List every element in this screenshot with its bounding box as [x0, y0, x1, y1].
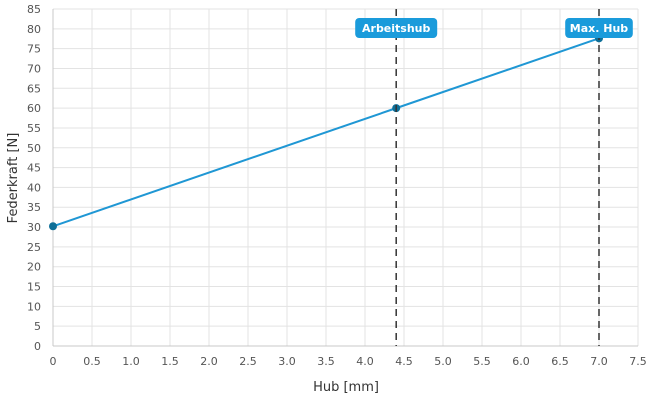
x-tick-label: 4.0 — [356, 355, 374, 368]
x-tick-label: 7.0 — [590, 355, 608, 368]
x-tick-label: 3.0 — [278, 355, 296, 368]
y-tick-label: 55 — [27, 122, 41, 135]
data-point — [49, 222, 57, 231]
y-tick-label: 40 — [27, 181, 41, 194]
x-tick-label: 7.5 — [629, 355, 647, 368]
x-tick-label: 4.5 — [395, 355, 413, 368]
x-axis-title: Hub [mm] — [313, 380, 379, 395]
marker-label: Max. Hub — [570, 22, 629, 35]
x-tick-label: 0.5 — [83, 355, 101, 368]
x-tick-label: 6.5 — [551, 355, 569, 368]
marker-label-box — [565, 18, 633, 38]
y-tick-label: 30 — [27, 221, 41, 234]
y-tick-label: 10 — [27, 300, 41, 313]
x-tick-label: 6.0 — [512, 355, 530, 368]
y-tick-label: 85 — [27, 3, 41, 16]
axes: 0 0.5 1.0 1.5 2.0 2.5 3.0 3.5 4.0 4.5 5.0 5.5 6.0 6.5… — [27, 3, 647, 368]
y-tick-label: 20 — [27, 261, 41, 274]
x-tick-label: 5.0 — [434, 355, 452, 368]
marker-layer: Arbeitshub Max. Hub — [355, 9, 633, 346]
y-tick-label: 45 — [27, 162, 41, 175]
y-tick-label: 50 — [27, 142, 41, 155]
marker-label-box — [355, 18, 438, 38]
marker-label: Arbeitshub — [362, 22, 431, 35]
x-tick-label: 3.5 — [317, 355, 335, 368]
y-tick-label: 25 — [27, 241, 41, 254]
x-tick-label: 2.5 — [239, 355, 257, 368]
x-tick-label: 1.5 — [161, 355, 179, 368]
x-tick-label: 2.0 — [200, 355, 218, 368]
y-tick-label: 35 — [27, 201, 41, 214]
y-tick-label: 15 — [27, 281, 41, 294]
y-tick-label: 75 — [27, 43, 41, 56]
x-tick-label: 0 — [50, 355, 57, 368]
y-axis-title: Federkraft [N] — [6, 133, 21, 224]
y-tick-label: 65 — [27, 82, 41, 95]
y-tick-label: 70 — [27, 62, 41, 75]
x-tick-label: 1.0 — [122, 355, 140, 368]
grid — [52, 8, 639, 347]
y-tick-label: 5 — [34, 320, 41, 333]
y-tick-label: 60 — [27, 102, 41, 115]
x-tick-label: 5.5 — [473, 355, 491, 368]
y-tick-label: 80 — [27, 23, 41, 36]
y-tick-label: 0 — [34, 340, 41, 353]
